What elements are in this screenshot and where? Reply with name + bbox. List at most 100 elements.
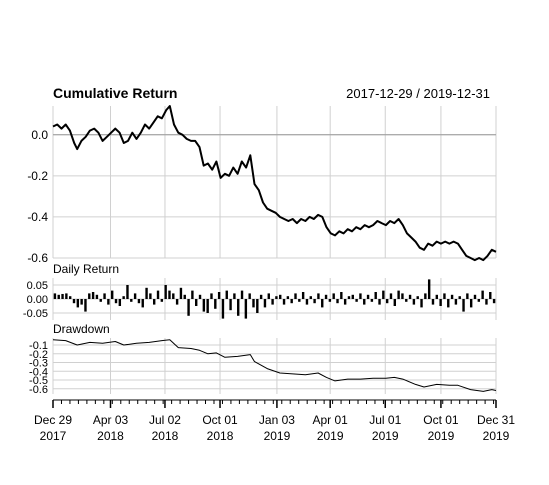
daily-return-bar xyxy=(492,299,496,304)
daily-return-bar xyxy=(420,299,423,308)
daily-return-bar xyxy=(107,299,110,305)
daily-return-bar xyxy=(359,293,362,299)
daily-return-bar xyxy=(321,299,324,308)
daily-return-bar xyxy=(88,293,91,299)
daily-return-bar xyxy=(366,294,370,299)
daily-return-bar xyxy=(447,299,450,308)
y-tick-label: -0.5 xyxy=(29,375,48,387)
daily-return-bar xyxy=(122,296,125,299)
daily-return-bar xyxy=(130,299,133,302)
daily-return-bar xyxy=(61,293,64,299)
daily-return-bar xyxy=(290,299,293,304)
y-tick-label: -0.4 xyxy=(27,210,48,224)
panel-label: Daily Return xyxy=(53,262,119,276)
daily-return-bar xyxy=(397,290,400,299)
y-tick-label: -0.3 xyxy=(29,358,48,370)
daily-return-bar xyxy=(110,290,114,299)
y-tick-label: 0.0 xyxy=(31,128,48,142)
daily-return-bar xyxy=(374,292,377,299)
daily-return-bar xyxy=(416,296,419,299)
daily-return-bar xyxy=(313,299,316,304)
daily-return-bar xyxy=(175,299,179,305)
drawdown-line xyxy=(52,339,497,392)
daily-return-bar xyxy=(80,299,83,305)
daily-return-bar xyxy=(206,299,209,313)
daily-return-bar xyxy=(378,299,381,305)
x-tick-label: Jan 03 xyxy=(259,413,295,427)
y-tick-label: -0.2 xyxy=(27,169,48,183)
daily-return-bar xyxy=(435,294,439,299)
daily-return-bar xyxy=(469,299,473,308)
x-tick-label: Dec 29 xyxy=(34,413,72,427)
x-tick-year-label: 2018 xyxy=(152,429,179,443)
y-tick-label: -0.1 xyxy=(29,340,48,352)
daily-return-bar xyxy=(485,299,488,305)
x-tick-label: Jul 02 xyxy=(149,413,181,427)
daily-return-bar xyxy=(191,290,194,299)
x-tick-label: Jul 01 xyxy=(369,413,401,427)
panel-label: Drawdown xyxy=(53,322,110,336)
daily-return-bar xyxy=(95,294,99,299)
x-axis: Dec 29 2017 Apr 03 2018 Jul 02 2018 Oct 01 2018… xyxy=(34,399,515,443)
daily-return-bar xyxy=(317,293,320,299)
daily-return-bar xyxy=(72,299,76,304)
daily-return-bar xyxy=(301,292,305,299)
daily-return-bar xyxy=(248,293,251,299)
daily-return-bar xyxy=(412,299,416,305)
daily-return-bar xyxy=(324,294,328,299)
daily-return-bar xyxy=(53,293,57,299)
daily-return-bar xyxy=(328,299,332,302)
x-tick-label: Oct 01 xyxy=(202,413,238,427)
daily-return-bar xyxy=(263,299,267,308)
daily-return-bar xyxy=(240,290,244,299)
daily-return-bar xyxy=(202,299,206,312)
daily-return-bar xyxy=(153,299,156,305)
daily-return-bar xyxy=(233,293,236,299)
daily-return-bar xyxy=(195,299,198,306)
cumulative-return-panel: 0.0 -0.2 -0.4 -0.6 xyxy=(27,105,497,265)
daily-return-bar xyxy=(431,299,435,305)
daily-return-bar xyxy=(355,299,358,302)
daily-return-bar xyxy=(481,290,484,299)
daily-return-bar xyxy=(183,294,186,299)
daily-return-bar xyxy=(336,299,339,304)
daily-return-bar xyxy=(424,293,427,299)
daily-return-bar xyxy=(477,299,481,302)
daily-return-bar xyxy=(65,293,68,299)
daily-return-bar xyxy=(282,299,286,305)
daily-return-bar xyxy=(145,287,148,299)
daily-return-bar xyxy=(305,299,309,305)
x-tick-year-label: 2019 xyxy=(428,429,455,443)
daily-return-bar xyxy=(267,293,270,299)
daily-return-bar xyxy=(401,293,404,299)
daily-return-bar xyxy=(133,293,137,299)
daily-return-bar xyxy=(408,294,412,299)
daily-return-bar xyxy=(217,292,221,299)
daily-return-bar xyxy=(443,293,446,299)
x-tick-label: Dec 31 xyxy=(477,413,515,427)
daily-return-bar xyxy=(275,296,278,299)
y-tick-label: -0.2 xyxy=(29,349,48,361)
daily-return-bar xyxy=(91,292,95,299)
daily-return-bar xyxy=(389,293,393,299)
daily-return-bar xyxy=(351,294,354,299)
daily-return-bar xyxy=(454,299,458,305)
daily-return-bar xyxy=(458,296,461,299)
y-tick-label: 0.05 xyxy=(27,280,48,292)
daily-return-bar xyxy=(427,279,431,299)
daily-return-bar xyxy=(118,299,122,306)
daily-return-bar xyxy=(76,299,80,308)
daily-return-bar xyxy=(466,293,469,299)
daily-return-bar xyxy=(343,299,347,305)
daily-return-bar xyxy=(156,290,160,299)
daily-return-bar xyxy=(256,299,259,313)
x-tick-year-label: 2019 xyxy=(483,429,510,443)
daily-return-bar xyxy=(198,294,202,299)
daily-return-bar xyxy=(187,299,190,316)
y-tick-label: -0.6 xyxy=(27,251,48,265)
daily-return-bar xyxy=(229,299,232,311)
y-tick-label: -0.05 xyxy=(23,308,48,320)
date-range: 2017-12-29 / 2019-12-31 xyxy=(346,86,490,101)
daily-return-bar xyxy=(340,292,343,299)
daily-return-bar xyxy=(237,299,240,316)
